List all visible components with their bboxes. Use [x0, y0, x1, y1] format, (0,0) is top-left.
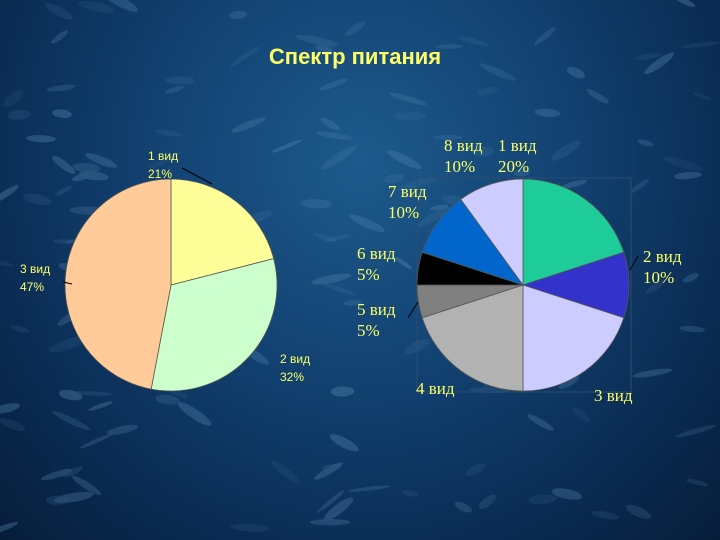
- chart1-slice-2: [150, 258, 278, 392]
- chart2-leader-line-2: [629, 255, 639, 271]
- chart1-leader-line-1: [181, 167, 213, 185]
- chart1-leader-line-3: [62, 281, 73, 285]
- pie-chart-2: [416, 178, 630, 392]
- chart2-slice-3: [522, 284, 625, 392]
- chart1-slice-label-2: 2 вид 32%: [280, 352, 310, 384]
- chart1-slice-label-3: 3 вид 47%: [20, 262, 50, 294]
- chart1-slice-1: [170, 178, 275, 286]
- slice-labels: 1 вид 21% 2 вид 32% 3 вид 47% 1 вид 20% 2 вид 10%…: [20, 136, 682, 405]
- chart2-slice-4: [421, 284, 524, 392]
- chart2-slice-label-7: 7 вид 10%: [388, 182, 427, 222]
- chart2-slice-label-1: 1 вид 20%: [498, 136, 537, 176]
- chart2-leader-line-5: [407, 301, 419, 319]
- page-title: Спектр питания: [268, 44, 442, 69]
- chart2-slice-label-2: 2 вид 10%: [643, 247, 682, 287]
- chart2-slice-label-4: 4 вид: [416, 379, 455, 398]
- chart2-slice-8: [460, 178, 524, 287]
- chart2-slice-label-8: 8 вид 10%: [444, 136, 483, 176]
- chart2-slice-label-6: 6 вид 5%: [357, 244, 396, 284]
- pie-chart-1: [64, 178, 278, 392]
- chart2-slice-1: [522, 178, 625, 286]
- chart1-slice-3: [64, 178, 172, 390]
- chart2-slice-label-5: 5 вид 5%: [357, 300, 396, 340]
- chart2-slice-label-3: 3 вид: [594, 386, 633, 405]
- chart1-slice-label-1: 1 вид 21%: [148, 149, 178, 181]
